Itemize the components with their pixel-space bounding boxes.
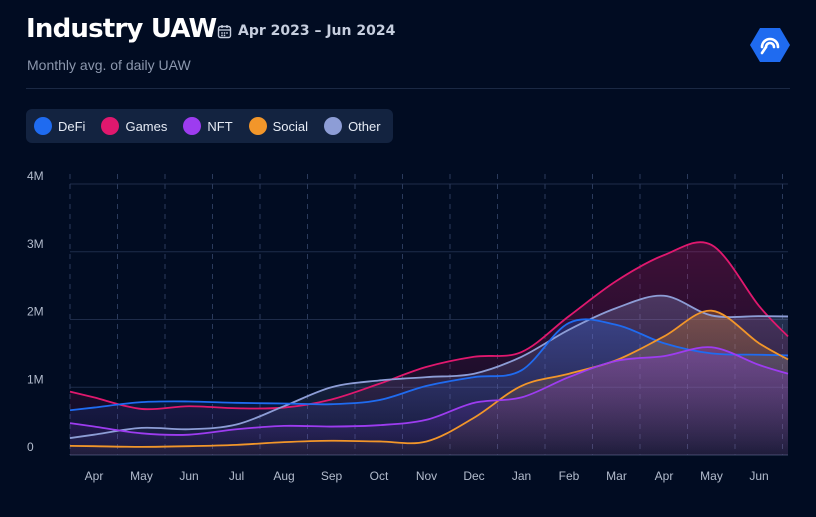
y-tick-label: 4M [27,169,44,183]
legend-label-games: Games [125,118,168,134]
legend-swatch-games [101,117,120,135]
page-subtitle: Monthly avg. of daily UAW [27,57,191,73]
x-tick-label: Mar [606,469,627,483]
legend-swatch-nft [183,117,202,135]
legend-item-defi[interactable]: DeFi [34,117,85,135]
y-tick-label: 0 [27,440,34,454]
series-line-other [69,294,789,439]
x-tick-label: Oct [370,469,389,483]
x-tick-label: May [130,469,153,483]
y-tick-label: 1M [27,372,44,386]
x-tick-label: Dec [463,469,484,483]
x-tick-label: Apr [85,469,104,483]
x-tick-label: Nov [416,469,437,483]
legend-swatch-other [324,117,343,135]
series-line-games [69,241,789,411]
legend-item-other[interactable]: Other [324,117,381,135]
x-tick-label: Jul [229,469,244,483]
date-range-label: Apr 2023 – Jun 2024 [238,23,396,39]
x-tick-label: Apr [655,469,674,483]
calendar-icon [217,24,232,38]
area-chart: 0 1M 2M 3M 4M Apr May Jun Jul Aug Sep Oct Nov Dec Jan F… [27,169,789,483]
chart-legend: DeFi Games NFT Social Other [26,109,393,143]
x-tick-label: Jan [512,469,531,483]
page-title: Industry UAW [26,14,217,44]
legend-label-defi: DeFi [58,118,86,134]
legend-item-nft[interactable]: NFT [183,117,233,135]
y-tick-label: 2M [27,305,44,319]
legend-swatch-defi [34,117,52,135]
x-tick-label: Sep [321,469,343,483]
series-line-social [69,309,789,448]
series-line-defi [69,318,789,412]
y-tick-label: 3M [27,237,44,251]
legend-swatch-social [248,117,267,135]
legend-label-social: Social [272,118,309,134]
x-tick-label: Jun [749,469,768,483]
series-line-nft [69,346,789,436]
x-tick-label: Jun [179,469,198,483]
x-tick-label: May [700,469,723,483]
legend-item-social[interactable]: Social [248,117,309,135]
legend-label-nft: NFT [207,118,233,134]
x-tick-label: Aug [273,469,294,483]
legend-label-other: Other [348,118,381,134]
header-divider [26,88,790,89]
legend-item-games[interactable]: Games [101,117,167,135]
series-area-nft [70,347,788,455]
date-range[interactable]: Apr 2023 – Jun 2024 [217,23,395,39]
x-tick-label: Feb [559,469,580,483]
brand-logo-icon [750,28,790,62]
